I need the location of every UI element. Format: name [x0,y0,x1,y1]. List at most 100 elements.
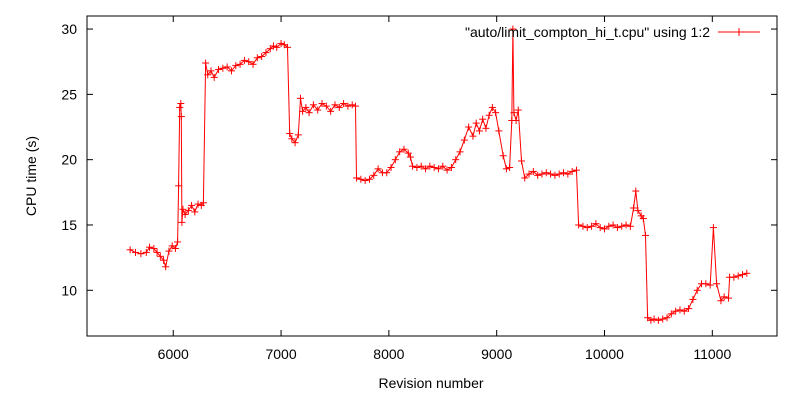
data-point-marker [605,222,613,230]
data-point-marker [630,204,638,212]
data-point-marker [626,222,634,230]
data-point-marker [232,62,240,70]
data-point-marker [327,107,335,115]
data-point-marker [215,66,223,74]
data-point-marker [647,316,655,324]
data-point-marker [406,153,414,161]
data-point-marker [374,165,382,173]
data-point-marker [618,222,626,230]
data-point-marker [199,199,207,207]
data-point-marker [434,165,442,173]
data-point-marker [204,71,212,79]
data-point-marker [634,207,642,215]
data-point-marker [422,165,430,173]
x-tick-label: 10000 [585,346,624,362]
y-axis-label: CPU time (s) [23,136,39,216]
data-point-marker [132,248,140,256]
data-point-marker [137,250,145,258]
data-point-marker [305,109,313,117]
data-point-marker [404,149,412,157]
data-point-marker [273,43,281,51]
data-point-marker [322,102,330,110]
data-point-marker [178,218,186,226]
data-point-marker [191,208,199,216]
data-point-marker [194,200,202,208]
data-point-marker [502,165,510,173]
data-point-marker [685,305,693,313]
data-point-marker [370,171,378,179]
data-point-marker [639,214,647,222]
data-point-marker [485,111,493,119]
data-point-marker [460,136,468,144]
data-point-marker [654,316,662,324]
data-point-marker [667,310,675,318]
data-point-marker [488,103,496,111]
data-point-marker [284,43,292,51]
data-point-marker [663,314,671,322]
data-point-marker [188,201,196,209]
data-point-marker [568,167,576,175]
data-point-marker [564,170,572,178]
data-point-marker [258,52,266,60]
data-point-marker [734,272,742,280]
data-point-marker [430,164,438,172]
data-point-marker [409,162,417,170]
data-point-marker [672,307,680,315]
data-point-marker [387,164,395,172]
legend-label: "auto/limit_compton_hi_t.cpu" using 1:2 [465,24,710,40]
data-point-marker [331,101,339,109]
data-point-marker [514,106,522,114]
data-point-marker [713,280,721,288]
data-point-marker [160,256,168,264]
data-point-marker [702,280,710,288]
data-point-marker [596,224,604,232]
data-point-marker [588,222,596,230]
data-point-marker [739,271,746,279]
data-point-marker [572,166,580,174]
data-point-marker [622,221,630,229]
data-point-marker [177,100,185,108]
data-point-marker [344,102,352,110]
data-point-marker [171,244,179,252]
data-point-marker [302,103,310,111]
data-point-marker [465,123,473,131]
data-point-marker [592,220,600,228]
data-point-marker [499,152,507,160]
data-point-marker [365,175,373,183]
data-point-marker [724,294,732,302]
data-point-marker [262,49,270,57]
y-tick-label: 30 [61,21,77,37]
data-point-marker [348,101,356,109]
data-point-marker [361,177,369,185]
data-point-marker [529,167,537,175]
data-point-marker [291,139,299,147]
data-point-marker [439,162,447,170]
data-point-marker [223,63,231,71]
data-point-marker [383,169,391,177]
y-tick-label: 20 [61,152,77,168]
x-tick-label: 8000 [373,346,404,362]
data-point-marker [309,101,317,109]
data-point-marker [391,156,399,164]
data-point-marker [175,182,183,190]
data-point-marker [510,109,518,117]
data-point-marker [512,116,520,124]
data-point-marker [575,221,583,229]
data-point-marker [693,286,701,294]
data-point-marker [219,64,227,72]
data-point-marker [560,169,568,177]
data-point-marker [426,162,434,170]
data-point-marker [479,115,487,123]
data-point-marker [517,157,525,165]
data-point-marker [609,221,617,229]
y-tick-label: 10 [61,282,77,298]
data-point-marker [249,60,257,68]
data-point-marker [547,170,555,178]
data-point-marker [730,273,738,281]
data-point-marker [286,130,294,138]
data-point-marker [296,94,304,102]
legend-marker [735,28,743,36]
data-point-marker [253,54,261,62]
data-point-marker [676,306,684,314]
